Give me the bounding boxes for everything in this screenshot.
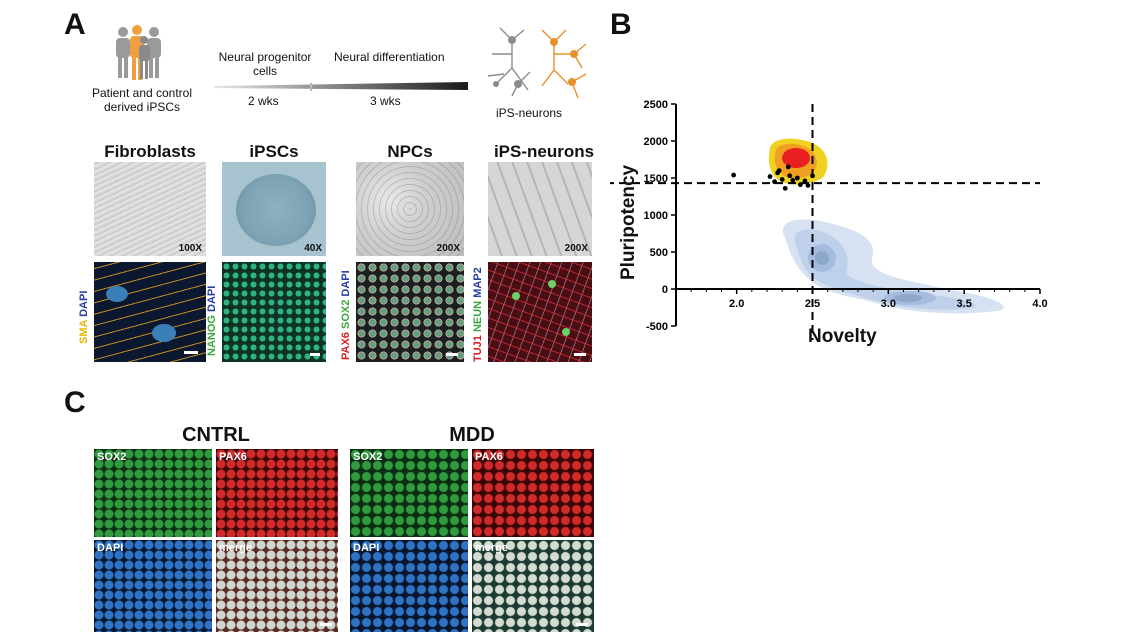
scalebar <box>576 623 588 626</box>
cntrl-merge-label: merge <box>219 542 253 554</box>
x-axis-label: Novelty <box>808 326 877 347</box>
y-tick-label: 1000 <box>644 210 668 222</box>
mag-ips-neurons: 200X <box>564 243 588 254</box>
npc-phase-image: 200X <box>356 162 464 256</box>
cntrl-dapi-label: DAPI <box>97 542 124 554</box>
chart-points <box>731 164 815 191</box>
y-tick-label: 1500 <box>644 173 668 185</box>
x-tick-label: 2.0 <box>729 298 744 310</box>
mdd-pax6-image: PAX6 <box>472 449 594 537</box>
stage1-label-line1: Neural progenitor <box>218 50 312 64</box>
x-tick-label: 3.5 <box>957 298 972 310</box>
data-point <box>802 178 808 184</box>
neuron-fluorescence-image <box>488 262 592 362</box>
scalebar <box>446 353 458 356</box>
mdd-merge-image: merge <box>472 540 594 632</box>
stage1-label-line2: cells <box>252 64 277 78</box>
cntrl-pax6-image: PAX6 <box>216 449 338 537</box>
data-point <box>790 177 796 183</box>
col-title-ipscs: iPSCs <box>249 142 299 161</box>
data-point <box>794 175 800 181</box>
stain-sox2: SOX2 <box>340 299 352 333</box>
col-title-ips-neurons: iPS-neurons <box>493 142 595 161</box>
mag-fibroblasts: 100X <box>178 243 202 254</box>
x-tick-label: 4.0 <box>1032 298 1047 310</box>
y-tick-label: 0 <box>662 284 668 296</box>
y-axis-label: Pluripotency <box>618 164 639 280</box>
fibroblast-phase-image: 100X <box>94 162 206 256</box>
cntrl-dapi-image: DAPI <box>94 540 212 632</box>
data-point <box>797 182 803 188</box>
stain-label-fibroblasts: SMA DAPI <box>78 291 90 344</box>
data-point <box>785 164 791 170</box>
stain-dapi: DAPI <box>78 290 90 320</box>
scalebar <box>184 351 198 354</box>
stain-neun: NEUN <box>472 300 484 336</box>
data-point <box>805 183 811 188</box>
cntrl-sox2-label: SOX2 <box>97 451 127 463</box>
cntrl-sox2-image: SOX2 <box>94 449 212 537</box>
stain-dapi: DAPI <box>340 270 352 300</box>
data-point <box>776 168 782 173</box>
scalebar <box>310 353 320 356</box>
npc-fluorescence-image <box>356 262 464 362</box>
y-tick-label: -500 <box>646 321 668 333</box>
patients-label-line1: Patient and control <box>91 86 193 100</box>
stain-label-ips-neurons: TUJ1 NEUN MAP2 <box>472 267 484 362</box>
stain-map2: MAP2 <box>472 267 484 301</box>
timeline-gradient-bar <box>214 82 468 91</box>
mag-ipscs: 40X <box>304 243 322 254</box>
y-tick-label: 500 <box>650 247 668 259</box>
threshold-lines <box>610 104 1040 340</box>
panel-letter-b: B <box>610 8 632 41</box>
ipsc-fluorescence-image <box>222 262 326 362</box>
stain-label-ipscs: NANOG DAPI <box>206 286 218 356</box>
x-tick-label: 3.0 <box>881 298 896 310</box>
panel-letter-c: C <box>64 386 86 419</box>
duration-1: 2 wks <box>248 94 279 108</box>
patients-label-line2: derived iPSCs <box>103 100 181 114</box>
neurons-label: iPS-neurons <box>496 106 563 120</box>
mdd-dapi-image: DAPI <box>350 540 468 632</box>
y-tick-label: 2000 <box>644 136 668 148</box>
data-point <box>779 177 785 182</box>
mdd-sox2-label: SOX2 <box>353 451 383 463</box>
mdd-pax6-label: PAX6 <box>475 451 503 463</box>
mdd-merge-label: merge <box>475 542 509 554</box>
stain-sma: SMA <box>78 319 90 344</box>
neurons-icon <box>487 27 587 99</box>
data-point <box>767 174 773 179</box>
scalebar <box>574 353 586 356</box>
data-point <box>782 185 788 191</box>
patients-people-icon <box>116 25 161 80</box>
data-point <box>772 179 777 185</box>
group-title-cntrl: CNTRL <box>182 424 250 446</box>
ipsc-phase-image: 40X <box>222 162 326 256</box>
stain-pax6: PAX6 <box>340 332 352 360</box>
stain-label-npcs: PAX6 SOX2 DAPI <box>340 270 352 360</box>
mag-npcs: 200X <box>436 243 460 254</box>
fibroblast-fluorescence-image <box>94 262 206 362</box>
data-point <box>810 173 815 179</box>
data-point <box>787 173 793 179</box>
group-title-mdd: MDD <box>449 424 495 446</box>
panel-letter-a: A <box>64 8 86 41</box>
y-tick-label: 2500 <box>644 99 668 111</box>
col-title-npcs: NPCs <box>387 142 433 161</box>
stain-nanog: NANOG <box>206 315 218 356</box>
neuron-phase-image: 200X <box>488 162 592 256</box>
mdd-sox2-image: SOX2 <box>350 449 468 537</box>
stain-tuj1: TUJ1 <box>472 335 484 362</box>
duration-2: 3 wks <box>370 94 401 108</box>
stain-dapi: DAPI <box>206 285 218 316</box>
mdd-dapi-label: DAPI <box>353 542 380 554</box>
data-point <box>731 172 737 178</box>
scalebar <box>320 623 332 626</box>
stage2-label: Neural differentiation <box>334 50 445 64</box>
cntrl-merge-image: merge <box>216 540 338 632</box>
col-title-fibroblasts: Fibroblasts <box>104 142 196 161</box>
cntrl-pax6-label: PAX6 <box>219 451 247 463</box>
